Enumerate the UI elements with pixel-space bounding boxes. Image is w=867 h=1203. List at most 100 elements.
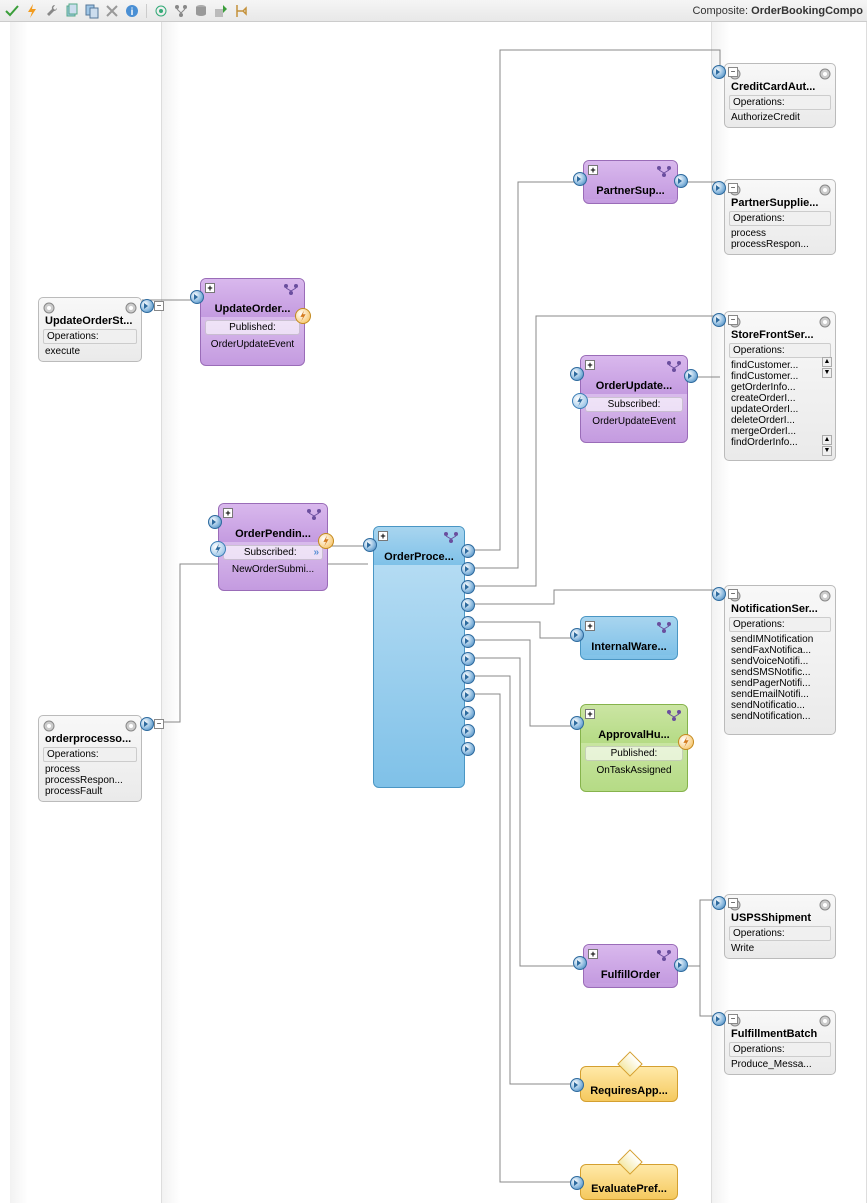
port-icon[interactable] (461, 670, 475, 684)
paste-icon[interactable] (84, 3, 100, 19)
port-icon[interactable] (461, 652, 475, 666)
port-icon[interactable] (712, 1012, 726, 1026)
expand-icon[interactable]: + (585, 621, 595, 631)
port-icon[interactable] (461, 742, 475, 756)
external-storeFront[interactable]: StoreFrontSer... Operations: findCustome… (724, 311, 836, 461)
operation: findCustomer... (729, 360, 831, 371)
node-fulfillOrder[interactable]: + FulfillOrder (583, 944, 678, 988)
node-title: ApprovalHu... (598, 729, 670, 741)
gear-icon (817, 182, 833, 198)
external-fulfillBatch[interactable]: FulfillmentBatch Operations: Produce_Mes… (724, 1010, 836, 1075)
scroll-buttons[interactable]: ▲▼ (822, 357, 832, 378)
external-title: FulfillmentBatch (731, 1028, 829, 1040)
port-icon[interactable] (461, 598, 475, 612)
port-toggle[interactable]: − (728, 67, 738, 77)
expand-icon[interactable]: + (205, 283, 215, 293)
external-updateOrderSt[interactable]: UpdateOrderSt... Operations: execute (38, 297, 142, 362)
port-icon[interactable] (712, 65, 726, 79)
external-partnerSupplie[interactable]: PartnerSupplie... Operations: processpro… (724, 179, 836, 255)
port-icon[interactable] (461, 706, 475, 720)
port-toggle[interactable]: − (728, 898, 738, 908)
port-toggle[interactable]: − (154, 719, 164, 729)
node-orderProce[interactable]: + OrderProce... (373, 526, 465, 788)
gear-icon (123, 718, 139, 734)
operation: findCustomer... (729, 371, 831, 382)
port-icon[interactable] (570, 628, 584, 642)
component-icon (282, 282, 300, 296)
delete-icon[interactable] (104, 3, 120, 19)
node-orderPending[interactable]: + OrderPendin... Subscribed:» NewOrderSu… (218, 503, 328, 591)
expand-icon[interactable]: + (378, 531, 388, 541)
target-icon[interactable] (153, 3, 169, 19)
scroll-buttons[interactable]: ▲▼ (822, 435, 832, 456)
run-icon[interactable] (233, 3, 249, 19)
node-header: + ApprovalHu... (581, 705, 687, 743)
node-orderUpdate[interactable]: + OrderUpdate... Subscribed: OrderUpdate… (580, 355, 688, 443)
check-icon[interactable] (4, 3, 20, 19)
port-icon[interactable] (140, 299, 154, 313)
port-toggle[interactable]: − (154, 301, 164, 311)
operation: Produce_Messa... (729, 1059, 831, 1070)
port-icon[interactable] (208, 515, 222, 529)
port-icon[interactable] (461, 580, 475, 594)
branch-icon[interactable] (173, 3, 189, 19)
info-icon[interactable]: i (124, 3, 140, 19)
port-icon[interactable] (573, 172, 587, 186)
node-header: + OrderProce... (374, 527, 464, 565)
expand-icon[interactable]: + (223, 508, 233, 518)
copy-icon[interactable] (64, 3, 80, 19)
port-icon[interactable] (712, 896, 726, 910)
port-toggle[interactable]: − (728, 589, 738, 599)
port-icon[interactable] (570, 716, 584, 730)
port-icon[interactable] (461, 688, 475, 702)
external-creditCard[interactable]: CreditCardAut... Operations: AuthorizeCr… (724, 63, 836, 128)
operation: sendFaxNotifica... (729, 645, 831, 656)
port-icon[interactable] (461, 634, 475, 648)
wrench-icon[interactable] (44, 3, 60, 19)
node-requiresApp[interactable]: RequiresApp... (580, 1066, 678, 1102)
component-icon (655, 620, 673, 634)
expand-icon[interactable]: + (585, 709, 595, 719)
external-usps[interactable]: USPSShipment Operations: Write (724, 894, 836, 959)
port-icon[interactable] (712, 313, 726, 327)
subscribe-icon (572, 393, 588, 409)
node-approvalHu[interactable]: + ApprovalHu... Published: OnTaskAssigne… (580, 704, 688, 792)
external-notification[interactable]: NotificationSer... Operations: sendIMNot… (724, 585, 836, 735)
node-internalWare[interactable]: + InternalWare... (580, 616, 678, 660)
port-icon[interactable] (461, 616, 475, 630)
port-icon[interactable] (461, 562, 475, 576)
export-icon[interactable] (213, 3, 229, 19)
port-icon[interactable] (461, 724, 475, 738)
component-icon (442, 530, 460, 544)
node-updateOrder[interactable]: + UpdateOrder... Published: OrderUpdateE… (200, 278, 305, 366)
section-label: Subscribed:» (223, 545, 323, 560)
operation: sendEmailNotifi... (729, 689, 831, 700)
node-partnerSup[interactable]: + PartnerSup... (583, 160, 678, 204)
expand-icon[interactable]: + (585, 360, 595, 370)
port-icon[interactable] (570, 1078, 584, 1092)
port-icon[interactable] (570, 1176, 584, 1190)
bolt-icon[interactable] (24, 3, 40, 19)
db-icon[interactable] (193, 3, 209, 19)
port-icon[interactable] (140, 717, 154, 731)
port-icon[interactable] (684, 369, 698, 383)
expand-icon[interactable]: + (588, 949, 598, 959)
expand-icon[interactable]: + (588, 165, 598, 175)
external-orderprocesso[interactable]: orderprocesso... Operations: processproc… (38, 715, 142, 802)
node-body: Published: OrderUpdateEvent (201, 320, 304, 351)
operation: execute (43, 346, 137, 357)
port-icon[interactable] (712, 181, 726, 195)
port-icon[interactable] (363, 538, 377, 552)
port-icon[interactable] (570, 367, 584, 381)
node-evaluatePref[interactable]: EvaluatePref... (580, 1164, 678, 1200)
port-toggle[interactable]: − (728, 315, 738, 325)
operation: deleteOrderI... (729, 415, 831, 426)
port-icon[interactable] (674, 958, 688, 972)
port-icon[interactable] (674, 174, 688, 188)
port-icon[interactable] (573, 956, 587, 970)
port-icon[interactable] (190, 290, 204, 304)
port-toggle[interactable]: − (728, 1014, 738, 1024)
port-icon[interactable] (461, 544, 475, 558)
port-icon[interactable] (712, 587, 726, 601)
port-toggle[interactable]: − (728, 183, 738, 193)
